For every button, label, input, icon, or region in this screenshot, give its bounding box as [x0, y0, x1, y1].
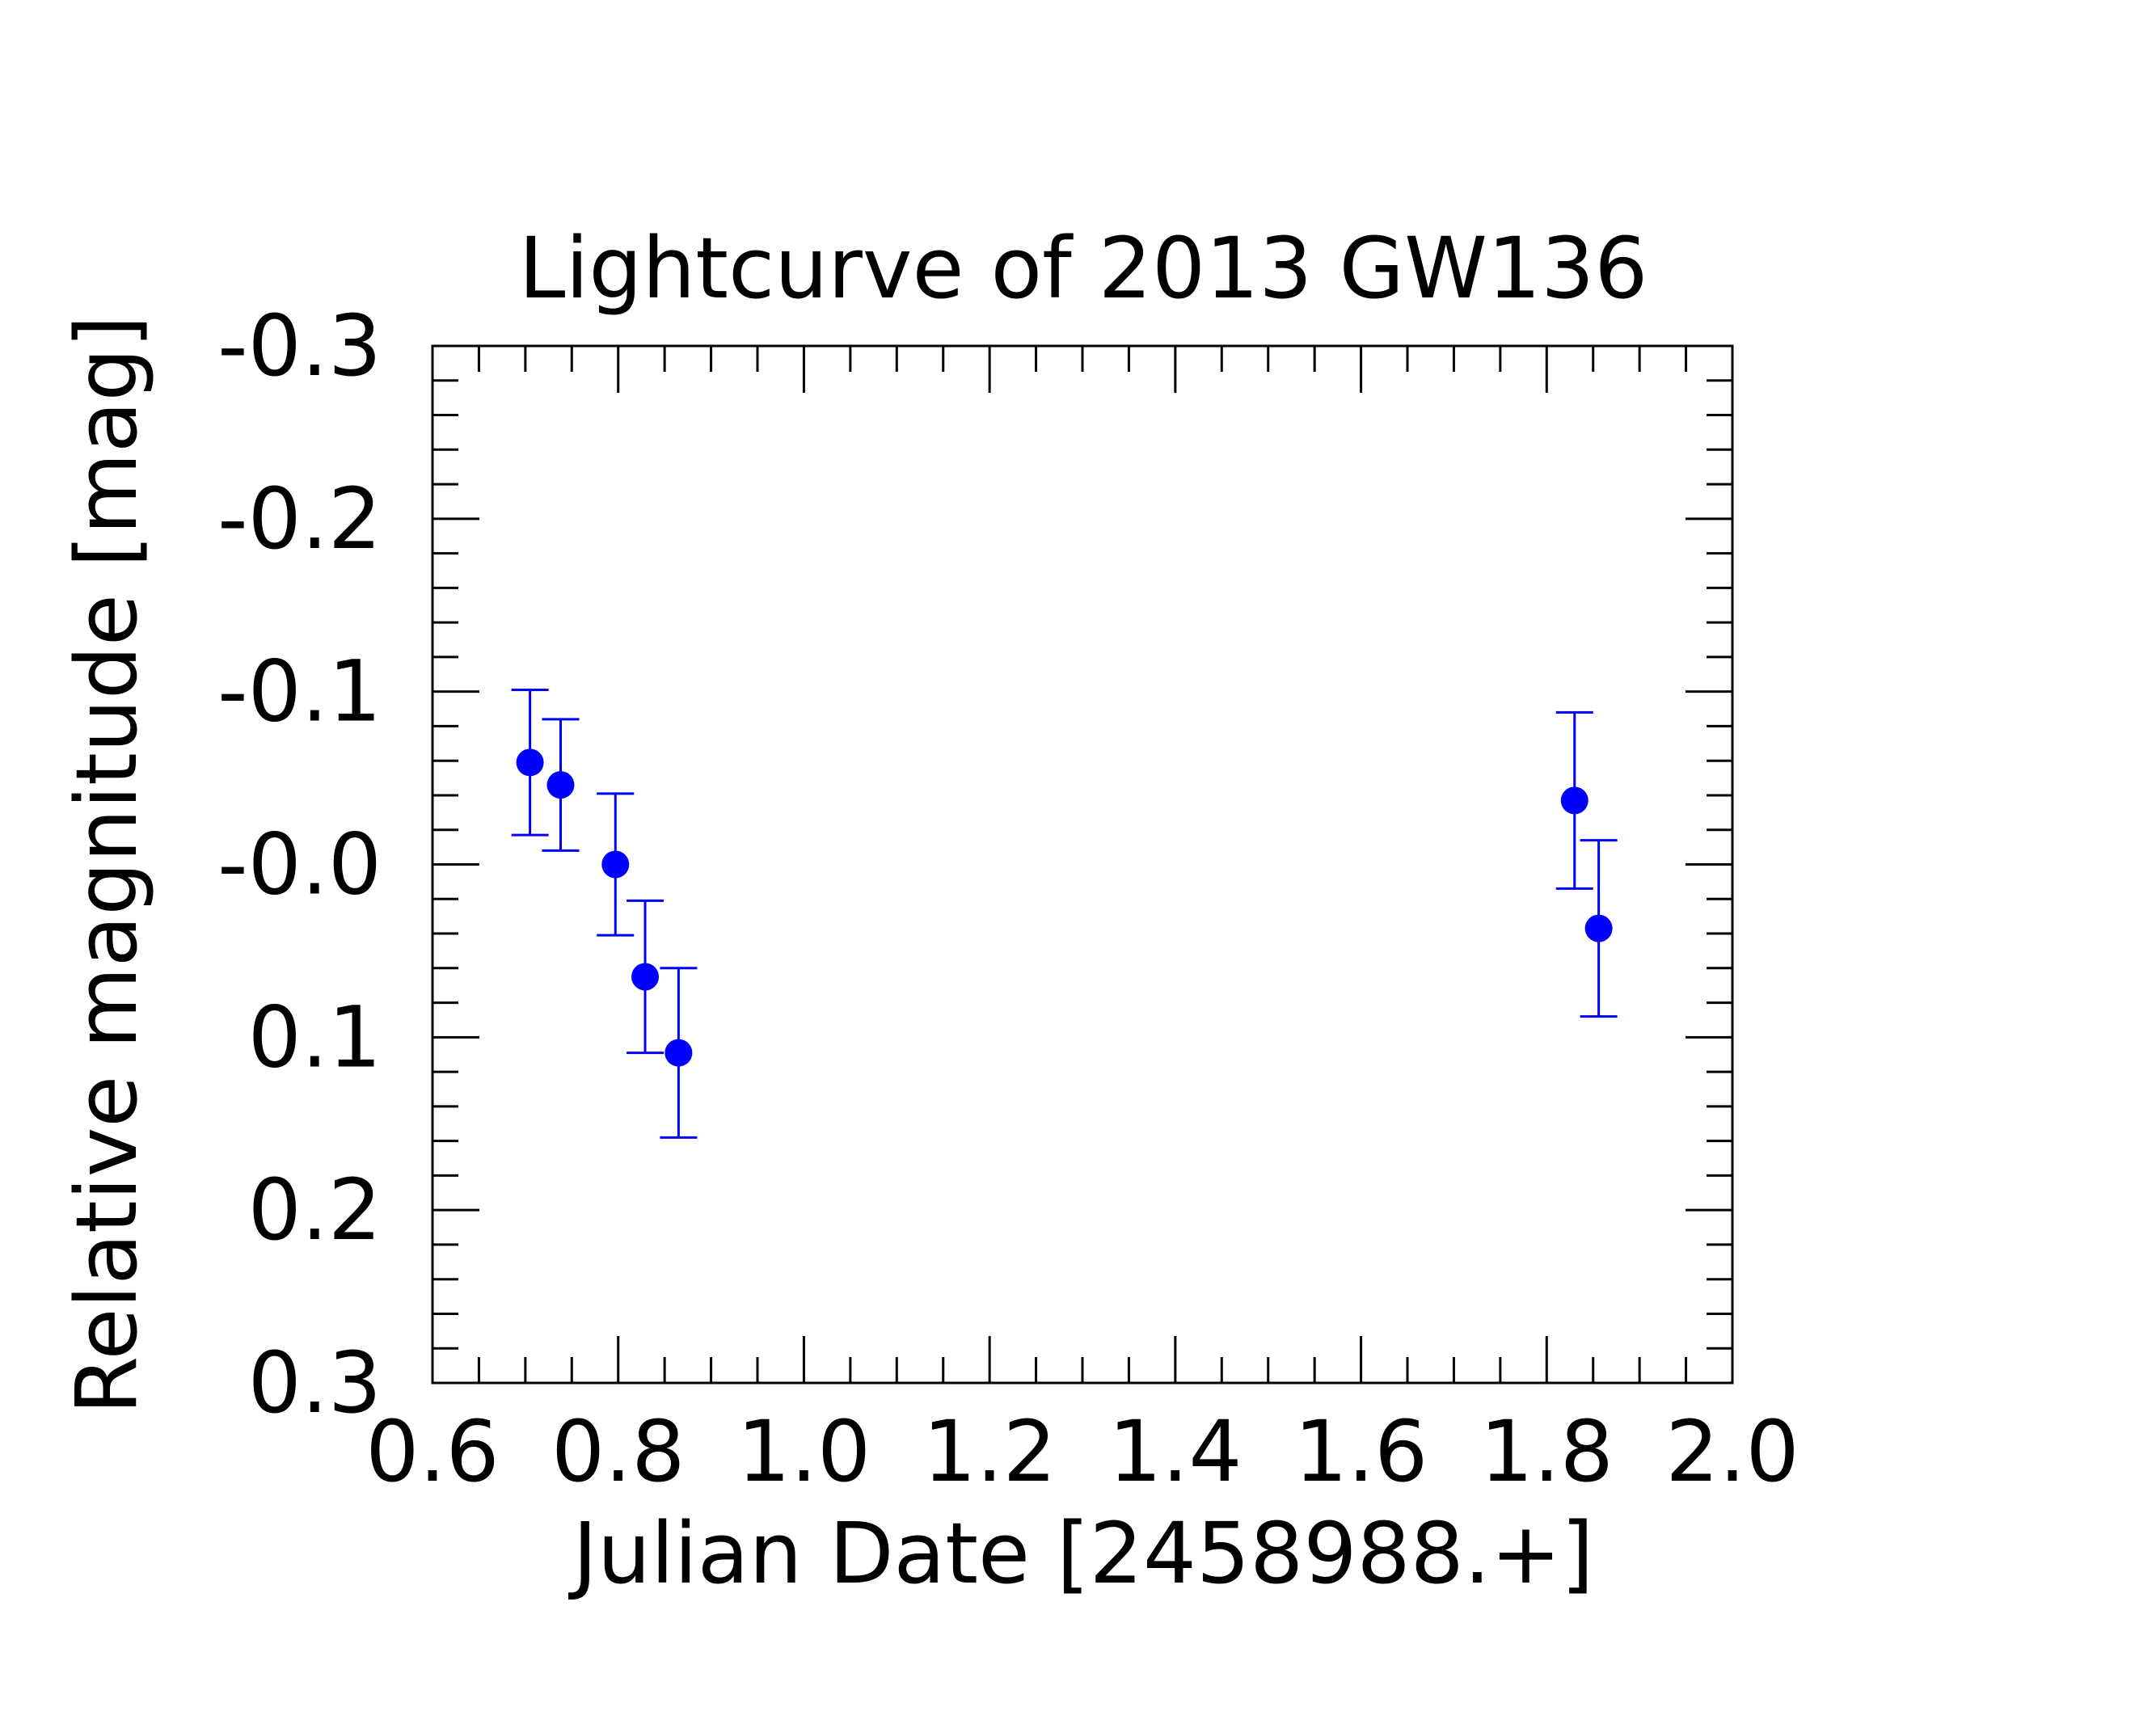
y-tick-label: 0.2: [248, 1161, 382, 1259]
data-point: [1560, 786, 1589, 815]
y-tick-label: -0.2: [217, 470, 382, 568]
y-axis-label: Relative magnitude [mag]: [57, 315, 156, 1414]
data-points: [511, 689, 1618, 1139]
x-tick-label: 1.8: [1480, 1402, 1614, 1501]
x-axis-label: Julian Date [2458988.+]: [567, 1504, 1593, 1603]
plot-frame: [431, 344, 1734, 1385]
y-tick-label: 0.3: [248, 1334, 382, 1432]
y-tick-labels: -0.3 -0.2 -0.1 -0.0 0.1 0.2 0.3: [217, 297, 382, 1432]
y-tick-label: -0.0: [217, 816, 382, 914]
chart-title: Lightcurve of 2013 GW136: [519, 219, 1648, 318]
y-tick-label: 0.1: [248, 988, 382, 1086]
x-tick-label: 2.0: [1665, 1402, 1799, 1501]
data-point: [665, 1039, 693, 1067]
y-tick-label: -0.1: [217, 643, 382, 741]
x-tick-label: 0.6: [365, 1402, 499, 1501]
data-point: [516, 748, 544, 777]
x-tick-label: 1.6: [1294, 1402, 1428, 1501]
x-tick-labels: 0.6 0.8 1.0 1.2 1.4 1.6 1.8 2.0: [365, 1402, 1799, 1501]
x-tick-label: 0.8: [551, 1402, 685, 1501]
x-tick-label: 1.2: [922, 1402, 1056, 1501]
data-point: [546, 771, 575, 799]
data-point: [1584, 914, 1613, 942]
x-tick-label: 1.0: [737, 1402, 871, 1501]
y-tick-label: -0.3: [217, 297, 382, 395]
data-point: [631, 963, 660, 991]
data-point: [601, 850, 630, 879]
x-tick-label: 1.4: [1108, 1402, 1242, 1501]
